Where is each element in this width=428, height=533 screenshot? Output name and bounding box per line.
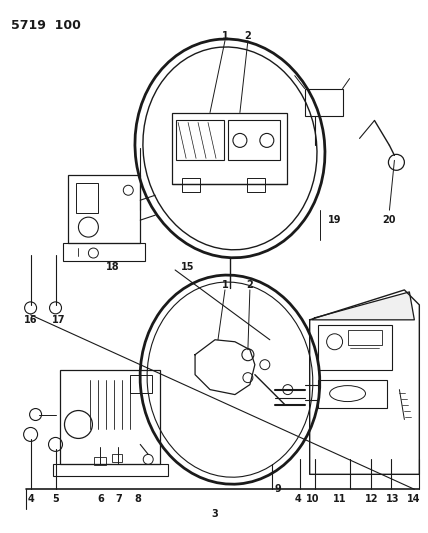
Text: 15: 15 [181, 262, 195, 272]
Bar [60, 370, 160, 464]
Text: 2: 2 [244, 31, 251, 41]
Text: 6: 6 [97, 494, 104, 504]
Text: 9: 9 [274, 484, 281, 494]
Bar [130, 375, 152, 393]
Text: 18: 18 [106, 262, 119, 272]
Bar [348, 330, 383, 345]
Text: 3: 3 [211, 509, 218, 519]
Bar [77, 183, 98, 213]
Text: 4: 4 [294, 494, 301, 504]
Text: 13: 13 [386, 494, 399, 504]
Text: 12: 12 [365, 494, 378, 504]
Text: 17: 17 [52, 315, 65, 325]
Bar [63, 243, 145, 261]
Bar [247, 178, 265, 192]
Bar [318, 379, 387, 408]
Bar [176, 120, 224, 160]
Text: 2: 2 [247, 280, 253, 290]
Text: 1: 1 [222, 280, 229, 290]
Text: 14: 14 [407, 494, 420, 504]
Bar [228, 120, 280, 160]
Polygon shape [312, 292, 414, 320]
Text: 11: 11 [333, 494, 346, 504]
Bar [182, 178, 200, 192]
Bar [318, 325, 392, 370]
Text: 10: 10 [306, 494, 319, 504]
Text: 16: 16 [24, 315, 37, 325]
Text: 20: 20 [383, 215, 396, 225]
Text: 19: 19 [328, 215, 342, 225]
Text: 1: 1 [222, 31, 229, 41]
Text: 7: 7 [115, 494, 122, 504]
Bar [53, 464, 168, 477]
Bar [112, 455, 122, 462]
Bar [95, 457, 106, 465]
Bar [305, 88, 342, 117]
Text: 5: 5 [52, 494, 59, 504]
Bar [172, 112, 287, 184]
Text: 5719  100: 5719 100 [11, 19, 80, 32]
Text: 4: 4 [27, 494, 34, 504]
Text: 8: 8 [135, 494, 142, 504]
Bar [68, 175, 140, 243]
